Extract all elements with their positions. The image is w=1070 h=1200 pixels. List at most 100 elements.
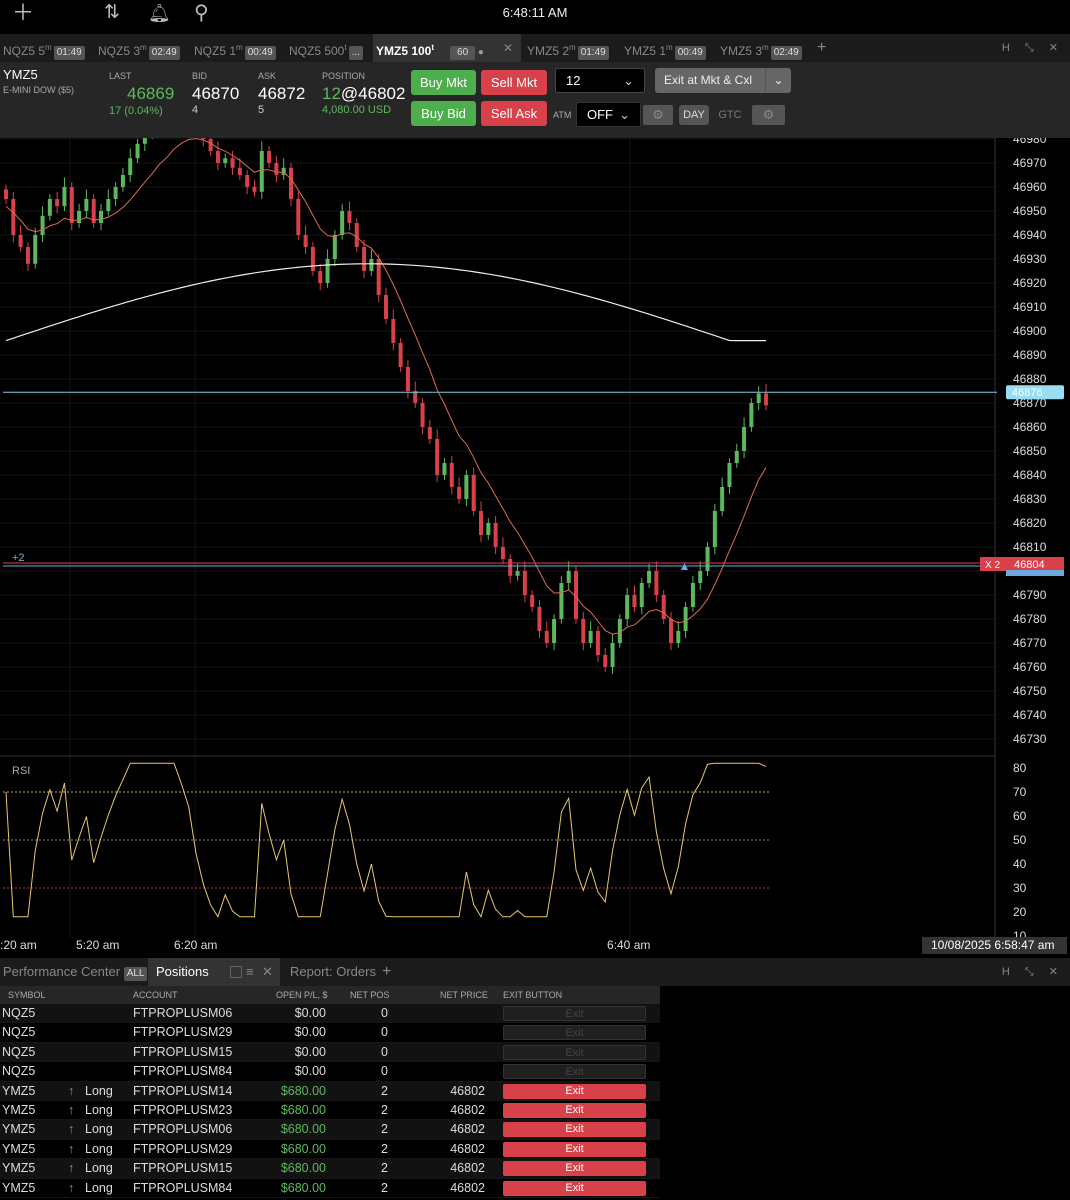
col-open-pl[interactable]: OPEN P/L, $ [276, 990, 328, 1000]
candle [303, 235, 308, 247]
tab-unit: m [762, 43, 769, 52]
candle [639, 583, 644, 607]
sell-ask-button[interactable]: Sell Ask [481, 101, 547, 126]
exit-button[interactable]: Exit [503, 1083, 646, 1099]
arrow-up-icon: ↑ [68, 1161, 75, 1176]
candle [245, 175, 250, 187]
tab-unit: m [569, 43, 576, 52]
tab-nqz5-1m[interactable]: NQZ5 1m 00:49 [191, 34, 283, 62]
tab-ymz5-100t[interactable]: YMZ5 100t 60 ● ✕ [373, 34, 521, 62]
tab-ymz5-2m[interactable]: YMZ5 2m 01:49 [524, 34, 618, 62]
exit-button[interactable]: Exit [503, 1141, 646, 1157]
cell-direction: Long [85, 1102, 113, 1117]
col-net-price[interactable]: NET PRICE [440, 990, 488, 1000]
chevron-down-icon[interactable]: ⌄ [765, 68, 791, 93]
col-account[interactable]: ACCOUNT [133, 990, 178, 1000]
gtc-tif-button[interactable]: GTC [718, 109, 742, 121]
buy-bid-button[interactable]: Buy Bid [411, 101, 476, 126]
candle [369, 259, 374, 271]
tab-ymz5-1m[interactable]: YMZ5 1m 00:49 [621, 34, 714, 62]
price-chart[interactable]: 46980 46970 46960 46950 46940 46930 46920 46910… [0, 138, 1070, 958]
table-row[interactable]: NQZ5 FTPROPLUSM063 $0.00 0 Exit [0, 1004, 660, 1024]
tab-unit: t [344, 43, 347, 52]
table-row[interactable]: YMZ5 ↑ Long FTPROPLUSM231 $680.00 2 46802 Exit [0, 1101, 660, 1121]
candle [77, 211, 82, 223]
atm-select[interactable]: OFF ⌄ [576, 102, 641, 127]
exit-market-cancel-button[interactable]: Exit at Mkt & Cxl ⌄ [655, 68, 791, 93]
bell-icon[interactable]: 🔔︎ [148, 3, 171, 23]
quantity-input[interactable]: 12 ⌄ [555, 68, 645, 93]
col-symbol[interactable]: SYMBOL [8, 990, 46, 1000]
exit-button[interactable]: Exit [503, 1180, 646, 1196]
atm-gear-icon[interactable]: ⚙ [643, 105, 673, 125]
table-row[interactable]: YMZ5 ↑ Long FTPROPLUSM292 $680.00 2 46802 Exit [0, 1140, 660, 1160]
day-tif-button[interactable]: DAY [679, 105, 709, 125]
cell-net-pos: 2 [381, 1161, 388, 1176]
col-net-pos[interactable]: NET POS [350, 990, 390, 1000]
price-axis-label: 46960 [1013, 180, 1047, 194]
candle [588, 631, 593, 643]
table-row[interactable]: NQZ5 FTPROPLUSM848 $0.00 0 Exit [0, 1062, 660, 1082]
table-row[interactable]: YMZ5 ↑ Long FTPROPLUSM063 $680.00 2 46802 Exit [0, 1120, 660, 1140]
tab-nqz5-5m[interactable]: NQZ5 5m 01:49 [0, 34, 92, 62]
table-row[interactable]: YMZ5 ↑ Long FTPROPLUSM142 $680.00 2 46802 Exit [0, 1081, 660, 1101]
candle [142, 138, 147, 144]
cell-account: FTPROPLUSM142 [133, 1083, 233, 1098]
chart-canvas[interactable]: 46980 46970 46960 46950 46940 46930 46920 46910… [0, 138, 1070, 958]
exit-button[interactable]: Exit [503, 1122, 646, 1138]
tab-countdown: 01:49 [53, 46, 85, 60]
exit-button[interactable]: Exit [503, 1006, 646, 1021]
candle [376, 259, 381, 295]
rsi-axis-label: 80 [1013, 761, 1027, 775]
cell-symbol: NQZ5 [2, 1064, 36, 1079]
tab-performance-center[interactable]: Performance Center ALL [3, 958, 148, 986]
sell-market-button[interactable]: Sell Mkt [481, 70, 547, 95]
tab-report-orders[interactable]: Report: Orders [290, 964, 376, 979]
clock: 6:48:11 AM [502, 5, 568, 20]
square-icon[interactable] [230, 966, 242, 978]
candle [756, 393, 761, 403]
candle [267, 151, 272, 163]
exit-button[interactable]: Exit [503, 1161, 646, 1177]
tab-nqz5-500t[interactable]: NQZ5 500t... [286, 34, 370, 62]
time-axis-label: :20 am [0, 938, 37, 952]
table-row[interactable]: YMZ5 ↑ Long FTPROPLUSM157 $680.00 2 46802 Exit [0, 1159, 660, 1179]
tab-nqz5-3m[interactable]: NQZ5 3m 02:49 [95, 34, 188, 62]
table-row[interactable]: YMZ5 ↑ Long FTPROPLUSM848 $680.00 2 46802 Exit [0, 1179, 660, 1198]
window-icons[interactable]: H ⤡ ✕ [1001, 42, 1064, 54]
exit-button[interactable]: Exit [503, 1064, 646, 1080]
tab-unit: m [45, 43, 52, 52]
panel-window-icons[interactable]: H ⤡ ✕ [1001, 966, 1064, 978]
exit-button[interactable]: Exit [503, 1102, 646, 1118]
ask-label: ASK [258, 71, 277, 81]
col-exit-button[interactable]: EXIT BUTTON [503, 990, 563, 1000]
menu-icon[interactable]: ≡ [246, 964, 254, 979]
exit-button[interactable]: Exit [503, 1025, 646, 1041]
arrow-up-icon: ↑ [68, 1180, 75, 1195]
candle [427, 427, 432, 439]
exit-button[interactable]: Exit [503, 1044, 646, 1060]
all-badge[interactable]: ALL [123, 967, 148, 981]
close-icon[interactable]: ✕ [262, 964, 273, 979]
price-axis-label: 46830 [1013, 492, 1047, 506]
close-tab-icon[interactable]: ✕ [502, 41, 513, 55]
add-tab-icon[interactable]: + [817, 39, 827, 56]
cell-account: FTPROPLUSM848 [133, 1180, 233, 1195]
atm-label: ATM [553, 110, 572, 120]
tab-positions[interactable]: Positions ≡ ✕ [148, 958, 280, 986]
search-icon[interactable]: ⚲ [194, 2, 209, 24]
table-row[interactable]: NQZ5 FTPROPLUSM157 $0.00 0 Exit [0, 1042, 660, 1063]
plus-icon[interactable]: ＋ [12, 0, 35, 25]
table-row[interactable]: NQZ5 FTPROPLUSM292 $0.00 0 Exit [0, 1023, 660, 1043]
cell-account: FTPROPLUSM848 [133, 1064, 233, 1079]
positions-table: SYMBOL ACCOUNT OPEN P/L, $ NET POS NET P… [0, 986, 660, 1198]
tab-ymz5-3m[interactable]: YMZ5 3m 02:49 [717, 34, 807, 62]
bid-price: 46870 [192, 84, 240, 103]
sort-arrows-icon[interactable]: ⇅ [104, 2, 120, 23]
order-gear-icon[interactable]: ⚙ [752, 105, 785, 125]
candle [720, 487, 725, 511]
add-tab-icon[interactable]: + [382, 963, 392, 980]
buy-market-button[interactable]: Buy Mkt [411, 70, 476, 95]
price-axis-label: 46770 [1013, 636, 1047, 650]
cell-net-pos: 0 [381, 1064, 388, 1079]
